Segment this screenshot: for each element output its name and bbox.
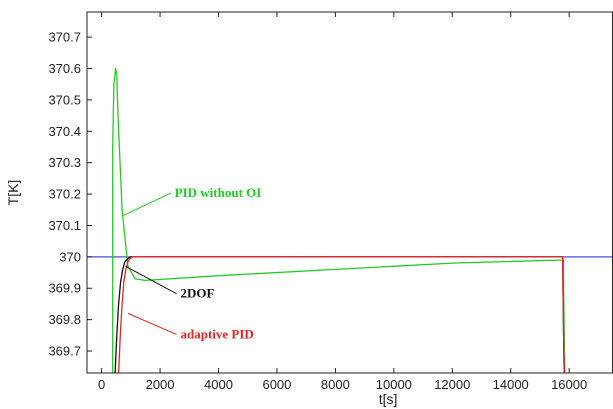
y-tick-label: 370.3	[48, 155, 81, 170]
series-line-2dof	[114, 256, 565, 373]
x-axis-label: t[s]	[379, 391, 398, 407]
plot-area	[87, 67, 613, 373]
y-tick-label: 370	[59, 249, 81, 264]
annotation-pointer-2dof	[125, 265, 177, 295]
annotation-2dof: 2DOF	[181, 286, 215, 301]
y-tick-label: 370.6	[48, 61, 81, 76]
x-tick-label: 10000	[376, 377, 412, 392]
x-tick-label: 2000	[146, 377, 175, 392]
annotation-adaptive-pid: adaptive PID	[181, 326, 254, 341]
x-tick-label: 16000	[551, 377, 587, 392]
x-tick-label: 4000	[204, 377, 233, 392]
x-axis: 0 2000 4000 6000 8000 10000 12000 14000 16000	[98, 12, 587, 392]
x-tick-label: 0	[98, 377, 105, 392]
x-tick-label: 6000	[262, 377, 291, 392]
x-tick-label: 12000	[434, 377, 470, 392]
y-tick-label: 369.7	[48, 344, 81, 359]
y-tick-label: 369.9	[48, 281, 81, 296]
y-axis-label: T[K]	[5, 180, 21, 206]
y-tick-label: 369.8	[48, 312, 81, 327]
series-line-adaptive-pid	[117, 256, 565, 373]
annotation-pointer-pid-without-oi	[121, 192, 171, 217]
annotation-pid-without-oi: PID without OI	[175, 185, 262, 200]
plot-frame	[86, 11, 613, 374]
annotations: PID without OI 2DOF adaptive PID	[121, 185, 262, 341]
y-tick-label: 370.7	[48, 30, 81, 45]
x-tick-label: 14000	[493, 377, 529, 392]
y-tick-label: 370.2	[48, 187, 81, 202]
annotation-pointer-adaptive-pid	[127, 312, 177, 335]
y-tick-label: 370.5	[48, 92, 81, 107]
x-tick-label: 8000	[321, 377, 350, 392]
y-axis: 369.7 369.8 369.9 370 370.1 370.2 370.3 370.4 37…	[48, 30, 92, 359]
y-tick-label: 370.1	[48, 218, 81, 233]
y-tick-label: 370.4	[48, 124, 81, 139]
